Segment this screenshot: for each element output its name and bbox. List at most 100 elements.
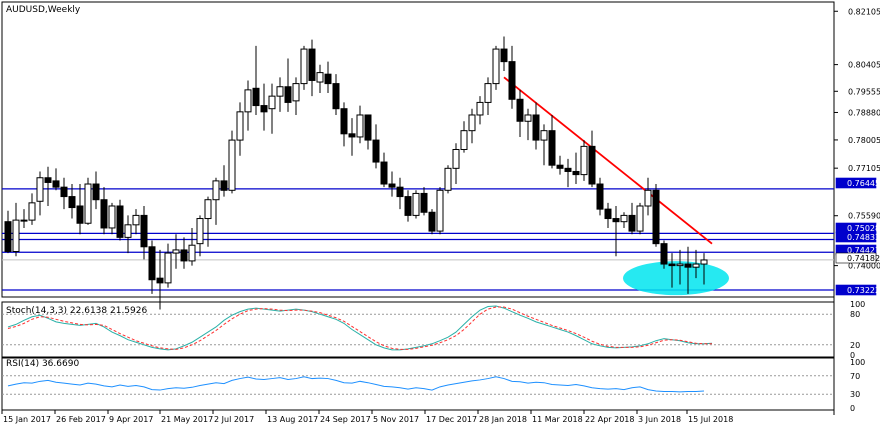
candle-body: [276, 86, 284, 97]
candle-body: [564, 167, 572, 172]
candle-body: [548, 130, 556, 166]
rsi-line: [7, 376, 705, 393]
date-label: 5 Nov 2017: [373, 415, 419, 424]
date-label: 24 Sep 2017: [320, 415, 371, 424]
candle-body: [132, 214, 140, 226]
level-label: 0.74427: [847, 246, 880, 255]
candle-body: [644, 189, 652, 207]
candle-body: [636, 205, 644, 232]
candle-body: [404, 196, 412, 216]
date-label: 26 Feb 2017: [56, 415, 106, 424]
level-label: 0.76445: [847, 179, 880, 188]
candle-body: [44, 177, 52, 183]
price-tick-label: 0.74000: [848, 262, 880, 271]
candle-body: [340, 108, 348, 135]
candle-body: [324, 73, 332, 85]
candle-body: [500, 48, 508, 63]
candle-body: [372, 139, 380, 163]
candle-body: [148, 246, 156, 281]
candle-body: [524, 114, 532, 122]
candle-body: [180, 249, 188, 262]
candle-body: [164, 252, 172, 284]
candle-body: [412, 192, 420, 216]
level-label: 0.73222: [847, 286, 880, 295]
stoch-tick-label: 20: [850, 341, 860, 350]
level-label: 0.74833: [847, 233, 880, 242]
candle-body: [476, 101, 484, 116]
level-label-box: [835, 284, 877, 296]
candle-body: [364, 114, 372, 141]
date-label: 2 Jul 2017: [214, 415, 254, 424]
level-label: 0.75028: [847, 224, 880, 233]
trendline: [503, 76, 713, 245]
candle-body: [300, 48, 308, 85]
level-label-box: [835, 252, 877, 264]
candle-body: [140, 214, 148, 248]
stoch-main-line: [7, 305, 713, 351]
candle-body: [60, 186, 68, 198]
candle-body: [660, 243, 668, 265]
level-label-box: [835, 177, 877, 189]
candle-body: [252, 87, 260, 107]
candle-body: [620, 214, 628, 223]
candle-body: [356, 114, 364, 138]
candle-body: [604, 208, 612, 220]
candle-body: [532, 114, 540, 141]
symbol-label: AUDUSD,Weekly: [6, 5, 81, 15]
candle-body: [612, 218, 620, 223]
candle-body: [580, 145, 588, 176]
date-label: 15 Jan 2017: [3, 415, 51, 424]
candle-body: [172, 249, 180, 254]
candle-body: [244, 89, 252, 113]
candle-body: [428, 211, 436, 232]
stoch-signal-line: [7, 306, 712, 350]
stoch-tick-label: 0: [850, 351, 855, 360]
stoch-tick-label: 80: [850, 310, 860, 319]
candle-body: [700, 259, 708, 265]
date-label: 21 May 2017: [161, 415, 213, 424]
candle-body: [236, 111, 244, 141]
price-tick-label: 0.80405: [848, 61, 880, 70]
candle-body: [628, 214, 636, 232]
candle-body: [420, 192, 428, 213]
candle-body: [116, 205, 124, 238]
date-label: 13 Aug 2017: [267, 415, 318, 424]
candle-body: [36, 177, 44, 202]
candle-body: [292, 83, 300, 102]
candle-body: [76, 205, 84, 224]
candle-body: [204, 199, 212, 220]
candle-body: [436, 189, 444, 232]
level-label: 0.74182: [847, 254, 880, 263]
candle-body: [652, 189, 660, 245]
candle-body: [92, 183, 100, 201]
candle-body: [516, 98, 524, 122]
rsi-tick-label: 70: [850, 372, 860, 381]
candle-body: [260, 105, 268, 113]
candle-body: [308, 48, 316, 81]
candle-body: [388, 183, 396, 188]
candle-body: [540, 130, 548, 141]
candle-body: [212, 180, 220, 201]
rsi-tick-label: 0: [850, 404, 855, 413]
candle-body: [484, 83, 492, 103]
price-tick-label: 0.78005: [848, 136, 880, 145]
date-label: 17 Dec 2017: [426, 415, 477, 424]
candle-body: [68, 196, 76, 209]
candle-body: [588, 145, 596, 185]
rsi-tick-label: 100: [850, 358, 865, 367]
candle-body: [396, 186, 404, 198]
price-tick-label: 0.82105: [848, 7, 880, 16]
candle-body: [460, 130, 468, 150]
date-label: 9 Apr 2017: [109, 415, 153, 424]
rsi-label: RSI(14) 36.6690: [6, 359, 79, 369]
candle-body: [284, 86, 292, 103]
stoch-label: Stoch(14,3,3) 22.6138 21.5926: [6, 306, 147, 316]
candle-body: [228, 139, 236, 191]
candle-body: [596, 183, 604, 210]
candle-body: [268, 95, 276, 110]
price-tick-label: 0.79555: [848, 87, 880, 96]
candle-body: [380, 161, 388, 185]
candle-body: [332, 83, 340, 110]
candle-body: [188, 244, 196, 262]
